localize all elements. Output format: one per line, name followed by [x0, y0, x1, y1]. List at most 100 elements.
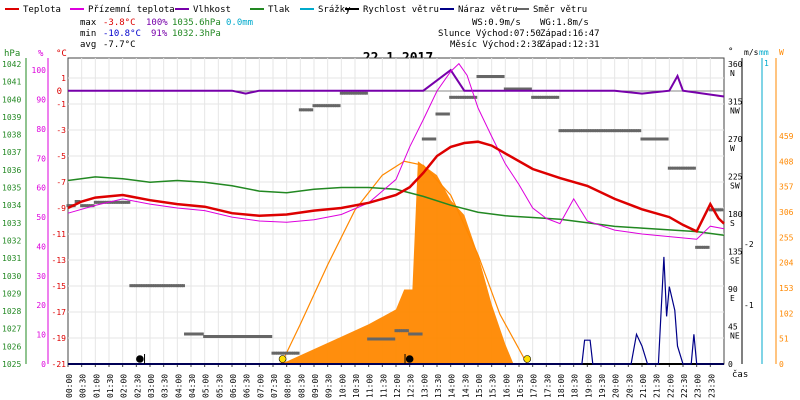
legend-label: Vlhkost [193, 5, 231, 15]
wind-direction-point [465, 95, 469, 99]
x-tick-label: 09:30 [325, 374, 334, 398]
wind-direction-point [524, 87, 528, 91]
hpa-tick: 1039 [2, 113, 21, 122]
wind-direction-point [150, 284, 154, 288]
stat-avg-label: avg [80, 40, 96, 50]
mm-axis-label: mm [759, 48, 769, 57]
wind-direction-point [588, 129, 592, 133]
x-tick-label: 12:30 [407, 374, 416, 398]
wind-direction-point [225, 335, 229, 338]
legend-label: Směr větru [533, 5, 587, 15]
wind-direction-point [351, 91, 355, 95]
wind-direction-point [131, 284, 135, 288]
w-tick: 0 [779, 360, 784, 369]
solar-radiation-area [68, 161, 724, 364]
x-tick-label: 09:00 [311, 374, 320, 398]
wind-direction-point [164, 284, 168, 288]
wind-direction-point [337, 104, 341, 108]
degc-tick: -7 [56, 178, 66, 187]
wind-direction-point [510, 87, 514, 91]
wind-direction-point [408, 332, 412, 336]
wind-direction-point [314, 104, 318, 108]
wind-direction-point [241, 335, 245, 338]
wind-direction-point [387, 337, 391, 341]
wind-direction-point [310, 108, 314, 112]
x-tick-label: 19:30 [598, 374, 607, 398]
hpa-tick: 1035 [2, 184, 21, 193]
wind-direction-point [424, 137, 428, 141]
stats-panel: max -3.8°C 100% 1035.6hPa 0.0mm min -10.… [80, 18, 600, 50]
wind-direction-point [328, 104, 332, 108]
wind-direction-point [492, 75, 496, 78]
wind-direction-point [592, 129, 596, 133]
wind-direction-point [264, 335, 268, 338]
wind-direction-point [640, 137, 644, 141]
zero-label: 0 [57, 87, 62, 97]
wind-direction-point [294, 351, 298, 355]
wind-direction-point [449, 95, 453, 99]
stat-max-press: 1035.6hPa [172, 18, 221, 28]
x-tick-label: 03:30 [161, 374, 170, 398]
wind-direction-point [96, 200, 100, 204]
wind-direction-point [401, 329, 405, 333]
x-tick-label: 05:00 [202, 374, 211, 398]
wind-direction-point [622, 129, 626, 133]
hpa-tick: 1030 [2, 272, 21, 281]
wind-direction-point [184, 332, 188, 336]
dir-axis-label: ° [728, 47, 733, 57]
wind-direction-point [631, 129, 635, 133]
stat-min-press: 1032.3hPa [172, 29, 221, 39]
stat-max-label: max [80, 18, 97, 28]
x-tick-label: 16:30 [516, 374, 525, 398]
x-tick-label: 11:00 [366, 374, 375, 398]
wind-direction-point [471, 95, 475, 99]
wind-direction-point [551, 95, 555, 99]
wind-direction-point [483, 75, 487, 78]
wind-direction-point [699, 245, 703, 249]
hpa-tick: 1041 [2, 78, 21, 87]
wind-direction-point [362, 91, 366, 95]
wind-direction-point [526, 87, 530, 91]
sun-rise: Slunce Východ:07:50 [438, 29, 541, 39]
wind-direction-point [383, 337, 387, 341]
wind-direction-point [385, 337, 389, 341]
x-tick-label: 03:00 [147, 374, 156, 398]
wind-direction-point [462, 95, 466, 99]
ms-axis-label: m/s [744, 48, 759, 57]
ms-tick: -2 [744, 240, 754, 249]
x-tick-label: 10:30 [352, 374, 361, 398]
wind-direction-point [141, 284, 145, 288]
wind-direction-point [269, 335, 273, 338]
wind-direction-point [262, 335, 266, 338]
wind-direction-point [153, 284, 157, 288]
wind-direction-point [129, 284, 133, 288]
x-tick-label: 17:30 [543, 374, 552, 398]
x-tick-label: 21:00 [639, 374, 648, 398]
x-tick-label: 07:00 [256, 374, 265, 398]
wind-direction-point [342, 91, 346, 95]
degc-tick: -17 [52, 308, 67, 317]
x-tick-label: 01:00 [92, 374, 101, 398]
wind-direction-point [198, 332, 202, 336]
pct-tick: 0 [41, 360, 46, 369]
hpa-tick: 1028 [2, 307, 21, 316]
wind-direction-point [681, 166, 685, 170]
wind-direction-point [506, 87, 510, 91]
wind-direction-point [606, 129, 610, 133]
x-tick-label: 01:30 [106, 374, 115, 398]
wind-direction-point [494, 75, 498, 78]
x-tick-label: 13:00 [420, 374, 429, 398]
dir-cardinal: S [730, 219, 735, 228]
degc-tick: -1 [56, 100, 66, 109]
wind-direction-point [435, 112, 439, 116]
wind-direction-point [307, 108, 311, 112]
wind-direction-point [679, 166, 683, 170]
wind-direction-point [100, 200, 104, 204]
wind-direction-point [569, 129, 573, 133]
moon-set: Západ:12:31 [540, 40, 600, 50]
wind-direction-point [358, 91, 362, 95]
wind-direction-point [186, 332, 190, 336]
wind-direction-point [374, 337, 377, 341]
wind-direction-point [116, 200, 120, 204]
hpa-tick: 1025 [2, 360, 21, 369]
